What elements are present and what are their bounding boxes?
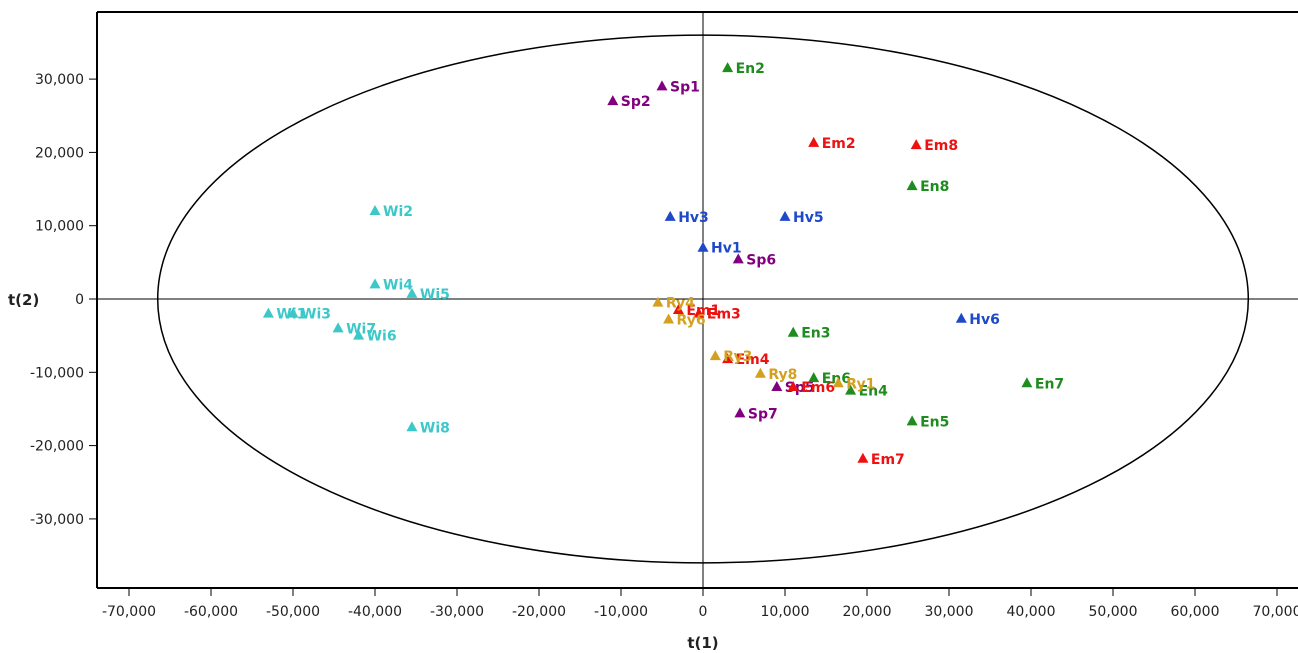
- point-marker-wi8: [406, 421, 418, 432]
- x-tick-label: 20,000: [843, 604, 892, 620]
- point-marker-em8: [910, 139, 922, 150]
- x-tick-label: -50,000: [266, 604, 320, 620]
- point-marker-hv1: [697, 241, 709, 252]
- point-label-sp2: Sp2: [621, 94, 651, 110]
- point-label-sp7: Sp7: [748, 406, 778, 422]
- x-tick-label: 60,000: [1171, 604, 1220, 620]
- point-label-wi2: Wi2: [383, 204, 413, 220]
- point-marker-sp2: [607, 95, 619, 106]
- point-label-hv3: Hv3: [678, 210, 709, 226]
- x-tick-label: -10,000: [594, 604, 648, 620]
- point-marker-wi6: [353, 329, 365, 340]
- point-marker-en5: [906, 415, 918, 426]
- point-marker-em7: [857, 452, 869, 463]
- y-tick-label: 30,000: [35, 72, 84, 88]
- y-tick-label: 10,000: [35, 219, 84, 235]
- point-label-wi5: Wi5: [420, 287, 450, 303]
- point-label-sp6: Sp6: [746, 252, 776, 268]
- point-label-ry6: Ry6: [677, 313, 706, 329]
- point-label-em6: Em6: [801, 380, 835, 396]
- x-tick-label: 30,000: [925, 604, 974, 620]
- point-label-em4: Em4: [736, 352, 770, 368]
- point-marker-en3: [787, 326, 799, 337]
- point-label-wi8: Wi8: [420, 420, 450, 436]
- point-label-wi4: Wi4: [383, 277, 413, 293]
- point-label-ry1: Ry1: [846, 376, 875, 392]
- point-marker-sp6: [732, 253, 744, 264]
- point-label-em7: Em7: [871, 452, 905, 468]
- point-marker-sp5: [771, 380, 783, 391]
- point-label-hv5: Hv5: [793, 210, 824, 226]
- x-tick-label: 0: [699, 604, 708, 620]
- y-tick-label: -20,000: [30, 439, 84, 455]
- x-tick-label: -30,000: [430, 604, 484, 620]
- point-marker-em4: [722, 353, 734, 364]
- point-marker-en7: [1021, 377, 1033, 388]
- point-marker-ry6: [663, 313, 675, 324]
- point-marker-ry1: [832, 377, 844, 388]
- point-marker-sp1: [656, 80, 668, 91]
- point-label-en5: En5: [920, 414, 949, 430]
- x-tick-label: 10,000: [761, 604, 810, 620]
- point-label-em2: Em2: [822, 136, 856, 152]
- point-marker-wi1: [262, 307, 274, 318]
- y-tick-label: -30,000: [30, 512, 84, 528]
- point-marker-en2: [722, 62, 734, 73]
- point-marker-ry8: [754, 367, 766, 378]
- x-tick-label: -20,000: [512, 604, 566, 620]
- point-marker-em6: [787, 380, 799, 391]
- point-label-en2: En2: [736, 61, 765, 77]
- x-tick-label: 70,000: [1253, 604, 1298, 620]
- point-marker-hv6: [955, 312, 967, 323]
- x-tick-label: -60,000: [184, 604, 238, 620]
- y-tick-label: 0: [75, 292, 84, 308]
- x-tick-label: -40,000: [348, 604, 402, 620]
- point-marker-em2: [808, 136, 820, 147]
- point-marker-sp7: [734, 407, 746, 418]
- x-axis-title: t(1): [687, 634, 718, 652]
- point-label-en6: En6: [822, 371, 851, 387]
- x-tick-label: 40,000: [1007, 604, 1056, 620]
- point-label-wi7: Wi7: [346, 321, 376, 337]
- y-tick-label: 20,000: [35, 145, 84, 161]
- point-marker-en6: [808, 372, 820, 383]
- point-label-en8: En8: [920, 179, 949, 195]
- y-tick-label: -10,000: [30, 365, 84, 381]
- point-marker-em3: [693, 307, 705, 318]
- point-label-hv6: Hv6: [969, 312, 1000, 328]
- point-label-hv1: Hv1: [711, 241, 742, 257]
- point-marker-wi2: [369, 205, 381, 216]
- point-marker-em1: [672, 303, 684, 314]
- point-label-ry3: Ry3: [723, 349, 752, 365]
- point-label-en4: En4: [859, 384, 889, 400]
- point-label-wi3: Wi3: [301, 307, 331, 323]
- point-marker-en4: [845, 384, 857, 395]
- point-label-em3: Em3: [707, 307, 741, 323]
- point-marker-wi4: [369, 278, 381, 289]
- point-marker-hv3: [664, 210, 676, 221]
- point-marker-hv5: [779, 210, 791, 221]
- point-label-ry8: Ry8: [768, 367, 797, 383]
- point-marker-ry3: [709, 350, 721, 361]
- x-tick-label: 50,000: [1089, 604, 1138, 620]
- x-tick-label: -70,000: [102, 604, 156, 620]
- point-label-em8: Em8: [924, 138, 958, 154]
- point-label-sp1: Sp1: [670, 79, 700, 95]
- point-label-en3: En3: [801, 326, 830, 342]
- point-label-en7: En7: [1035, 376, 1064, 392]
- point-marker-wi5: [406, 287, 418, 298]
- point-marker-wi3: [287, 307, 299, 318]
- point-marker-ry4: [652, 296, 664, 307]
- point-label-ry4: Ry4: [666, 296, 695, 312]
- point-marker-wi7: [332, 322, 344, 333]
- y-axis-title: t(2): [8, 291, 39, 309]
- point-label-wi6: Wi6: [367, 329, 397, 345]
- point-marker-en8: [906, 180, 918, 191]
